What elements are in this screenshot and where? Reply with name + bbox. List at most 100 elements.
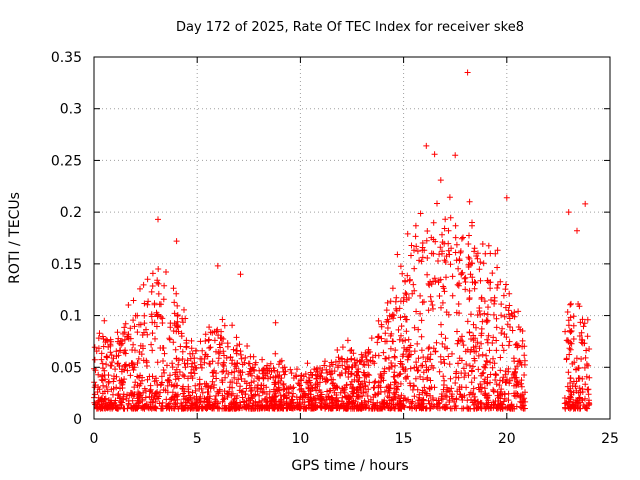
data-point	[494, 281, 501, 288]
data-point	[116, 340, 123, 347]
data-point	[454, 328, 460, 335]
data-point	[577, 389, 584, 396]
data-point	[387, 345, 394, 352]
data-point	[261, 388, 267, 395]
data-point	[412, 222, 419, 229]
data-point	[519, 328, 526, 334]
data-point	[449, 273, 456, 280]
data-point	[142, 394, 149, 401]
data-point	[129, 360, 136, 367]
data-point	[430, 236, 437, 243]
data-point	[328, 376, 335, 383]
data-point	[445, 353, 452, 360]
data-point	[271, 388, 278, 395]
data-point	[578, 329, 585, 336]
data-point	[564, 337, 571, 344]
data-point	[393, 294, 400, 301]
data-point	[411, 364, 418, 371]
data-point	[91, 391, 98, 398]
data-point	[233, 405, 240, 412]
data-point	[393, 379, 400, 386]
data-point	[275, 379, 282, 386]
data-point	[191, 355, 198, 362]
data-point	[223, 368, 230, 374]
data-point	[478, 296, 485, 302]
data-point	[384, 299, 391, 306]
data-point	[397, 358, 404, 365]
data-point	[433, 339, 440, 346]
data-point	[468, 368, 475, 375]
data-point	[521, 395, 528, 402]
data-point	[583, 405, 590, 412]
data-point	[213, 375, 220, 382]
x-tick-label: 25	[601, 431, 619, 447]
data-point	[504, 321, 511, 328]
data-point	[138, 351, 145, 358]
data-point	[502, 304, 509, 311]
data-point	[125, 302, 132, 308]
data-point	[410, 382, 417, 389]
data-point	[482, 390, 489, 397]
data-point	[441, 288, 448, 295]
data-point	[100, 336, 107, 342]
data-point	[224, 394, 231, 400]
data-point	[519, 391, 526, 398]
data-point	[166, 400, 173, 407]
data-point	[218, 334, 225, 341]
data-point	[177, 343, 184, 350]
data-point	[307, 394, 314, 401]
data-point	[456, 386, 463, 393]
data-point	[191, 401, 198, 408]
data-point	[229, 384, 236, 391]
data-point	[575, 365, 582, 372]
data-point	[228, 360, 235, 367]
data-point	[170, 339, 177, 346]
data-point	[210, 384, 217, 391]
data-point	[326, 368, 333, 375]
data-point	[499, 325, 506, 332]
data-point	[466, 255, 473, 262]
data-point	[324, 377, 331, 384]
data-point	[584, 333, 591, 340]
data-point	[454, 281, 461, 288]
data-point	[169, 389, 176, 396]
data-point	[243, 385, 250, 392]
data-point	[565, 209, 572, 216]
data-point	[466, 232, 472, 239]
data-point	[157, 382, 164, 389]
data-point	[424, 271, 431, 278]
data-point	[388, 330, 395, 337]
data-point	[283, 400, 290, 406]
data-point	[505, 342, 512, 349]
data-point	[441, 225, 448, 232]
grid	[94, 57, 610, 419]
data-point	[478, 325, 485, 332]
data-point	[105, 397, 112, 403]
data-point	[452, 234, 459, 241]
data-point	[149, 270, 156, 277]
data-point	[301, 390, 308, 397]
data-point	[381, 368, 388, 375]
data-point	[252, 391, 259, 398]
data-point	[506, 302, 513, 309]
data-point	[110, 385, 117, 392]
data-point	[103, 384, 110, 390]
data-point	[205, 337, 212, 344]
data-point	[464, 69, 471, 76]
data-point	[435, 279, 442, 286]
data-point	[584, 316, 591, 323]
data-point	[419, 254, 426, 261]
data-point	[394, 251, 401, 258]
data-point	[364, 393, 371, 399]
data-point	[353, 362, 359, 369]
data-point	[309, 372, 316, 379]
data-point	[197, 399, 204, 406]
data-point	[434, 200, 440, 207]
data-point	[518, 383, 525, 390]
data-point	[130, 297, 137, 304]
data-point	[264, 367, 271, 374]
data-point	[323, 394, 329, 401]
data-point	[491, 300, 498, 307]
data-point	[148, 313, 155, 320]
data-point	[405, 396, 412, 403]
